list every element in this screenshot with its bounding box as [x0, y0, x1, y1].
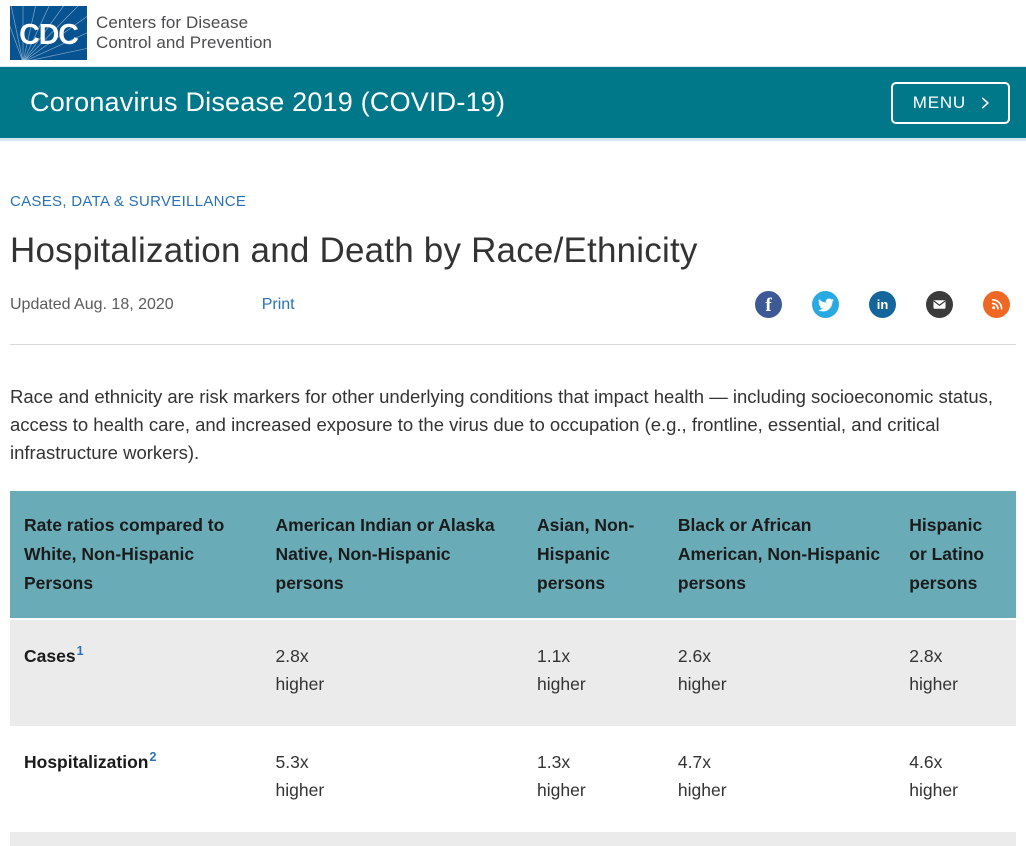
menu-button[interactable]: MENU — [890, 81, 1010, 124]
twitter-share-button[interactable] — [812, 291, 839, 318]
cdc-logo-acronym: CDC — [19, 19, 78, 51]
facebook-icon: f — [765, 295, 772, 316]
intro-paragraph: Race and ethnicity are risk markers for … — [10, 386, 994, 463]
twitter-icon — [817, 297, 834, 312]
table-row-hospitalization: Hospitalization2 5.3x higher 1.3x higher 4… — [10, 726, 1016, 832]
col-header-hispanic: Hispanic or Latino persons — [895, 491, 1016, 620]
cell-cases-hispanic: 2.8x higher — [895, 620, 1016, 726]
cdc-logo-icon: CDC — [10, 6, 87, 60]
table-header-row: Rate ratios compared to White, Non-Hispa… — [10, 491, 1016, 620]
main-content: CASES, DATA & SURVEILLANCE Hospitalizati… — [0, 141, 1026, 846]
email-share-button[interactable] — [926, 291, 953, 318]
table-row-cases: Cases1 2.8x higher 1.1x higher 2.6x higher … — [10, 620, 1016, 726]
footnote-link-1[interactable]: 1 — [76, 644, 84, 659]
table-row-death: Death3 1.4xhigher NoIncrease 2.1xhigher … — [10, 832, 1016, 846]
site-header: CDC Centers for Disease Control and Prev… — [0, 0, 1026, 67]
banner-title[interactable]: Coronavirus Disease 2019 (COVID-19) — [30, 87, 506, 117]
facebook-share-button[interactable]: f — [755, 291, 782, 318]
covid-banner: Coronavirus Disease 2019 (COVID-19) MENU — [0, 67, 1026, 141]
meta-row: Updated Aug. 18, 2020 Print f in — [10, 291, 1016, 345]
cdc-logo-name: Centers for Disease Control and Preventi… — [96, 13, 272, 53]
menu-button-label: MENU — [912, 92, 966, 112]
logo-name-line1: Centers for Disease — [96, 12, 249, 32]
cell-cases-american-indian: 2.8x higher — [261, 620, 524, 726]
page-title: Hospitalization and Death by Race/Ethnic… — [10, 231, 698, 270]
cell-death-asian: NoIncrease — [523, 832, 664, 846]
logo-name-line2: Control and Prevention — [96, 33, 273, 52]
cell-hosp-american-indian: 5.3x higher — [261, 726, 524, 832]
row-label-death: Death3 — [10, 832, 262, 846]
col-header-american-indian: American Indian or Alaska Native, Non-Hi… — [261, 491, 524, 620]
cell-death-american-indian: 1.4xhigher — [261, 832, 524, 846]
cell-cases-black: 2.6x higher — [663, 620, 896, 726]
row-label-hospitalization: Hospitalization2 — [10, 726, 262, 832]
col-header-asian: Asian, Non-Hispanic persons — [523, 491, 664, 620]
cell-cases-asian: 1.1x higher — [523, 620, 664, 726]
syndication-share-button[interactable] — [983, 291, 1010, 318]
breadcrumb[interactable]: CASES, DATA & SURVEILLANCE — [10, 193, 247, 210]
social-share-bar: f in — [755, 291, 1016, 318]
footnote-link-2[interactable]: 2 — [149, 750, 157, 765]
linkedin-share-button[interactable]: in — [869, 291, 896, 318]
email-icon — [933, 300, 946, 309]
print-link[interactable]: Print — [261, 295, 295, 313]
col-header-rate-ratios: Rate ratios compared to White, Non-Hispa… — [10, 491, 262, 620]
syndication-icon — [991, 298, 1003, 310]
rate-ratio-table: Rate ratios compared to White, Non-Hispa… — [10, 491, 1016, 846]
col-header-black: Black or African American, Non-Hispanic … — [663, 491, 896, 620]
updated-date: Updated Aug. 18, 2020 — [10, 295, 174, 313]
chevron-right-icon — [981, 97, 989, 108]
linkedin-icon: in — [876, 297, 889, 312]
cell-hosp-hispanic: 4.6x higher — [895, 726, 1016, 832]
cell-hosp-asian: 1.3x higher — [523, 726, 664, 832]
cell-hosp-black: 4.7x higher — [663, 726, 896, 832]
row-label-cases: Cases1 — [10, 620, 262, 726]
cdc-logo[interactable]: CDC Centers for Disease Control and Prev… — [10, 6, 272, 60]
